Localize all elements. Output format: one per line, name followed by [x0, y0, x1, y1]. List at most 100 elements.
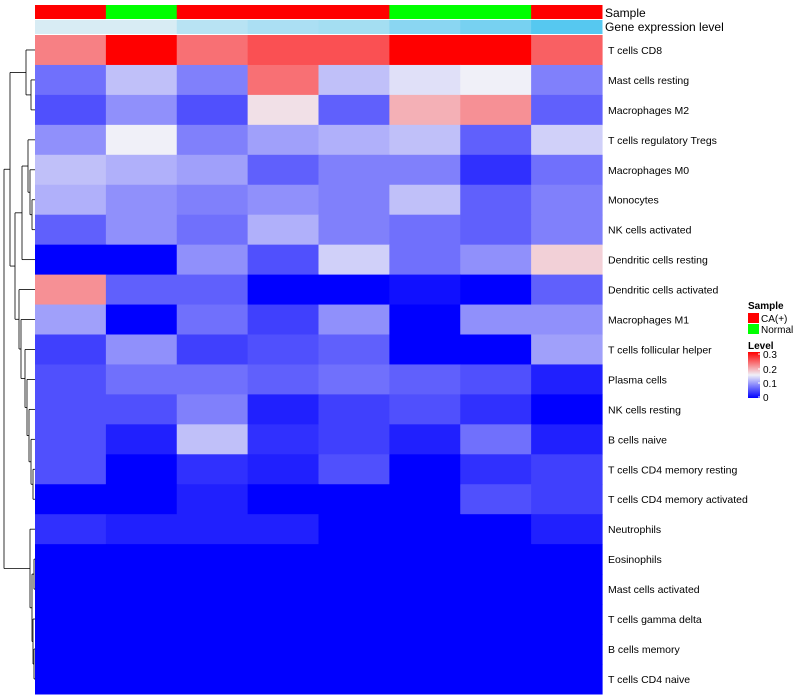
heatmap-cell [105, 484, 178, 515]
heatmap-cell [35, 214, 107, 246]
heatmap-cell [389, 64, 461, 96]
sample-annotation-cell [105, 5, 178, 19]
heatmap-cell [318, 64, 390, 96]
heatmap-cell [247, 424, 320, 455]
heatmap-cell [389, 304, 461, 336]
heatmap-cell [247, 484, 320, 515]
heatmap-cell [389, 334, 461, 366]
heatmap-cell [318, 154, 390, 186]
expression-annotation-cell [318, 20, 390, 34]
heatmap-cell [105, 514, 178, 545]
heatmap-cell [531, 484, 603, 515]
row-label: T cells gamma delta [608, 614, 702, 626]
heatmap-cell [105, 154, 178, 186]
heatmap-cell [105, 574, 178, 605]
heatmap-cell [247, 604, 320, 635]
heatmap-cell [318, 94, 390, 126]
heatmap-cell [318, 544, 390, 575]
heatmap-cell [35, 574, 107, 605]
heatmap-cell [389, 364, 461, 395]
heatmap-cell [531, 154, 603, 186]
row-label: T cells CD4 memory resting [608, 464, 737, 476]
legend-label: CA(+) [761, 314, 787, 325]
heatmap-cell [105, 64, 178, 96]
sample-annotation-label: Sample [605, 6, 646, 20]
heatmap-cell [105, 124, 178, 156]
legend-tick-label: 0.1 [763, 379, 777, 390]
heatmap-cell [105, 394, 178, 425]
heatmap-cell [531, 364, 603, 395]
heatmap-cell [105, 214, 178, 246]
heatmap-cell [35, 604, 107, 635]
heatmap-cell [176, 124, 249, 156]
heatmap-cell [176, 604, 249, 635]
heatmap-cell [531, 334, 603, 366]
heatmap-cell [318, 364, 390, 395]
row-label: T cells follicular helper [608, 344, 712, 356]
heatmap-cell [247, 634, 320, 665]
heatmap-cell [105, 184, 178, 216]
heatmap-cell [247, 124, 320, 156]
heatmap-cell [35, 244, 107, 276]
heatmap-cell [318, 274, 390, 306]
heatmap-cell [35, 484, 107, 515]
heatmap-cell [318, 394, 390, 425]
heatmap-cell [318, 634, 390, 665]
heatmap-cell [460, 604, 532, 635]
heatmap-cell [531, 634, 603, 665]
heatmap-cell [531, 574, 603, 605]
heatmap-cell [389, 604, 461, 635]
heatmap-cell [247, 574, 320, 605]
heatmap-cell [247, 454, 320, 485]
expression-annotation-label: Gene expression level [605, 20, 724, 34]
heatmap-cell [531, 184, 603, 216]
row-label: T cells CD4 memory activated [608, 494, 748, 506]
column-annotation [35, 5, 603, 34]
heatmap-cell [318, 35, 390, 66]
row-label: Macrophages M0 [608, 165, 689, 177]
heatmap-cell [460, 184, 532, 216]
heatmap-cell [318, 454, 390, 485]
heatmap-cell [460, 214, 532, 246]
heatmap-cell [389, 274, 461, 306]
heatmap-cell [35, 544, 107, 575]
heatmap-cell [35, 634, 107, 665]
heatmap-cell [389, 454, 461, 485]
heatmap-cell [389, 514, 461, 545]
heatmap-cell [531, 274, 603, 306]
heatmap-cell [35, 274, 107, 306]
legend-color-bar [748, 352, 760, 398]
heatmap-cell [35, 94, 107, 126]
sample-annotation-cell [247, 5, 319, 19]
row-label: Dendritic cells activated [608, 285, 718, 297]
expression-annotation-cell [531, 20, 603, 34]
heatmap-cell [460, 244, 532, 276]
heatmap-cell [460, 334, 532, 366]
row-label: Mast cells resting [608, 75, 689, 87]
expression-annotation-cell [460, 20, 532, 34]
heatmap-cell [35, 514, 107, 545]
heatmap-cell [176, 454, 249, 485]
heatmap-cell [460, 394, 532, 425]
legend-swatch [748, 324, 759, 334]
heatmap-cell [247, 184, 320, 216]
heatmap-cell [318, 424, 390, 455]
heatmap-cell [460, 274, 532, 306]
heatmap-cell [531, 394, 603, 425]
heatmap-cell [389, 484, 461, 515]
heatmap-cell [35, 35, 107, 66]
heatmap-cell [247, 214, 320, 246]
heatmap-cell [318, 663, 390, 695]
heatmap-cell [35, 364, 107, 395]
row-labels: T cells CD8 Mast cells resting Macrophages… [608, 45, 748, 686]
row-label: Eosinophils [608, 554, 662, 566]
heatmap-cell [105, 304, 178, 336]
heatmap-cell [389, 544, 461, 575]
heatmap-cell [105, 364, 178, 395]
heatmap-cell [460, 663, 532, 695]
heatmap-cell [318, 514, 390, 545]
heatmap-cell [531, 544, 603, 575]
heatmap-cell [389, 574, 461, 605]
heatmap-cells [35, 35, 603, 695]
legend-level-ticks: 0.3 0.2 0.1 0 [758, 350, 777, 404]
